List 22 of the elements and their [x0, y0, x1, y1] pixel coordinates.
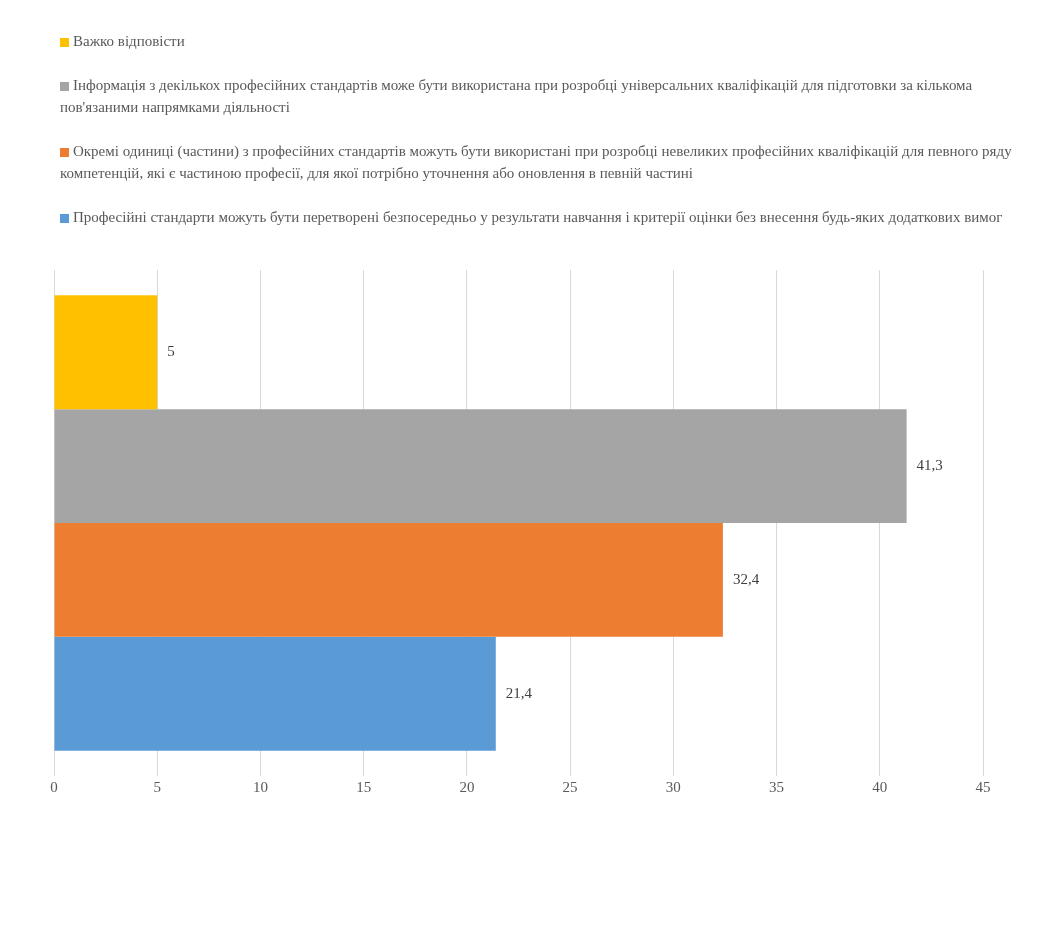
- legend-label: Інформація з декількох професійних стандартів може бути використана при розробці універсальних кваліфікацій для підготовки за кількома пов'язаними напрямками діяльності: [60, 77, 973, 115]
- bar: [54, 295, 158, 410]
- data-label: 21,4: [505, 684, 533, 701]
- x-tick-label: 20: [459, 778, 475, 795]
- x-tick-label: 45: [975, 778, 991, 795]
- x-tick-label: 30: [665, 778, 681, 795]
- data-label: 32,4: [732, 570, 760, 587]
- legend-label: Окремі одиниці (частини) з професійних стандартів можуть бути використані при розробці невеликих професійних кваліфікацій для певного ряду компетенцій, які є частиною професії, для якої потрібно уточнення або оновлення в певній частині: [60, 143, 1012, 181]
- bar: [54, 636, 496, 751]
- legend-label: Професійні стандарти можуть бути перетворені безпосередньо у результати навчання і критерії оцінки без внесення будь-яких додаткових вимог: [73, 209, 1003, 225]
- x-tick-label: 0: [50, 778, 58, 795]
- x-tick-label: 5: [153, 778, 161, 795]
- x-tick-label: 15: [356, 778, 372, 795]
- x-tick-label: 10: [252, 778, 268, 795]
- bar: [54, 523, 723, 637]
- x-tick-label: 25: [562, 778, 578, 795]
- bar: [54, 409, 907, 523]
- data-label: 5: [167, 343, 175, 360]
- x-tick-label: 35: [769, 778, 785, 795]
- x-tick-label: 40: [872, 778, 888, 795]
- legend-label: Важко відповісти: [73, 33, 185, 49]
- data-label: 41,3: [916, 457, 943, 474]
